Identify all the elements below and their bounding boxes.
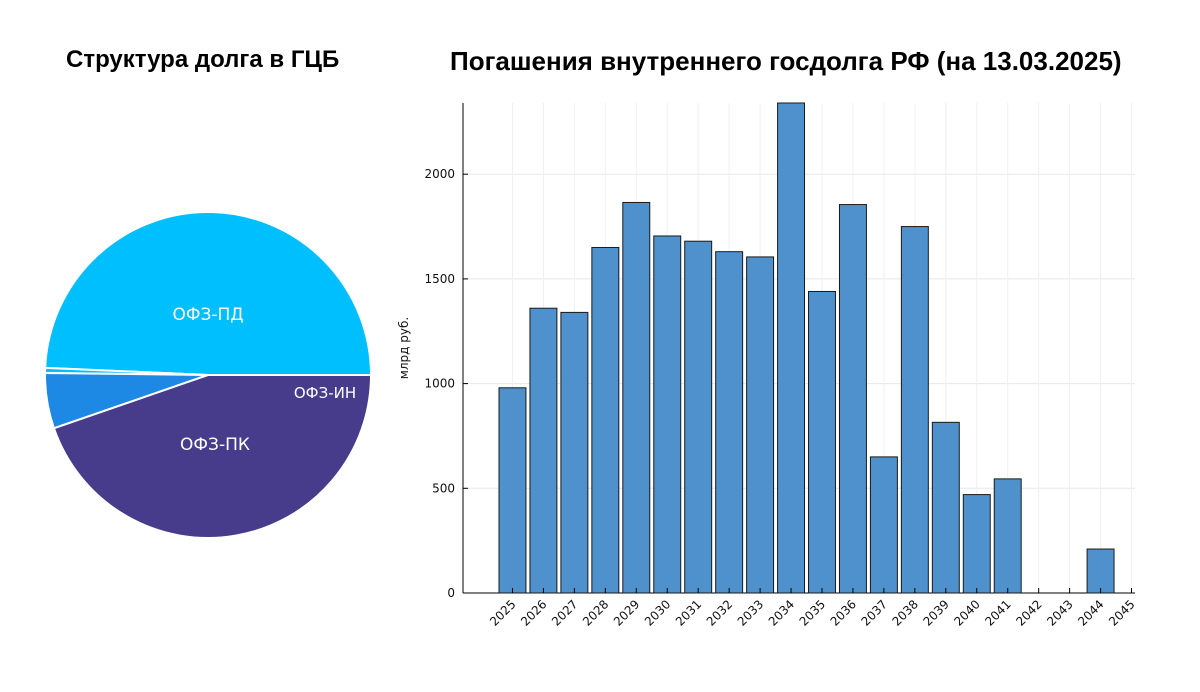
y-tick-label: 0 — [447, 586, 455, 600]
x-tick-label: 2027 — [549, 597, 580, 628]
bar-2038 — [900, 226, 929, 594]
x-tick-label: 2042 — [1013, 597, 1044, 628]
pie-slice — [52, 374, 373, 539]
bar-2044 — [1086, 548, 1115, 594]
y-tick-label: 1500 — [424, 272, 455, 286]
bar-2031 — [684, 240, 713, 594]
x-tick-label: 2033 — [735, 597, 766, 628]
pie-slice — [44, 211, 373, 376]
x-tick-label: 2041 — [982, 597, 1013, 628]
x-tick-label: 2045 — [1106, 597, 1137, 628]
y-tick-label: 2000 — [424, 167, 455, 181]
bar-2027 — [560, 311, 589, 594]
bar-chart-title: Погашения внутреннего госдолга РФ (на 13… — [450, 46, 1122, 76]
pie-chart-title: Структура долга в ГЦБ — [66, 46, 340, 73]
bar-2041 — [993, 478, 1022, 594]
x-tick-label: 2032 — [704, 597, 735, 628]
pie-slice-label: ОФЗ-ИН — [294, 384, 356, 402]
x-tick-label: 2028 — [580, 597, 611, 628]
y-axis-label: млрд руб. — [397, 317, 411, 379]
x-tick-label: 2035 — [797, 597, 828, 628]
x-tick-label: 2029 — [611, 597, 642, 628]
x-tick-label: 2026 — [518, 597, 549, 628]
x-tick-label: 2039 — [920, 597, 951, 628]
x-tick-label: 2025 — [487, 597, 518, 628]
x-tick-label: 2038 — [889, 597, 920, 628]
x-tick-label: 2044 — [1075, 597, 1106, 628]
bar-2029 — [622, 201, 651, 594]
y-tick-label: 500 — [432, 481, 455, 495]
y-tick-label: 1000 — [424, 377, 455, 391]
bar-2030 — [653, 235, 682, 594]
x-tick-label: 2036 — [828, 597, 859, 628]
bar-2037 — [869, 456, 898, 594]
bar-2035 — [808, 290, 836, 594]
x-tick-label: 2030 — [642, 597, 673, 628]
bar-2036 — [838, 204, 867, 594]
bar-2032 — [715, 251, 744, 594]
x-tick-label: 2034 — [766, 597, 797, 628]
bar-2026 — [529, 307, 558, 594]
bar-2040 — [962, 494, 991, 594]
bar-2039 — [931, 421, 960, 594]
x-tick-label: 2040 — [951, 597, 982, 628]
pie-slice-label: ОФЗ-ПД — [172, 305, 243, 325]
pie-chart: ОФЗ-ПД ОФЗ-ИН ОФЗ-ПК — [44, 211, 373, 539]
bar-2028 — [591, 246, 620, 594]
x-tick-label: 2037 — [859, 597, 890, 628]
pie-slice-label: ОФЗ-ПК — [180, 435, 250, 455]
x-tick-label: 2031 — [673, 597, 704, 628]
bar-2033 — [746, 256, 775, 594]
bar-2034 — [777, 102, 806, 594]
x-tick-label: 2043 — [1044, 597, 1075, 628]
bar-2025 — [498, 387, 527, 594]
